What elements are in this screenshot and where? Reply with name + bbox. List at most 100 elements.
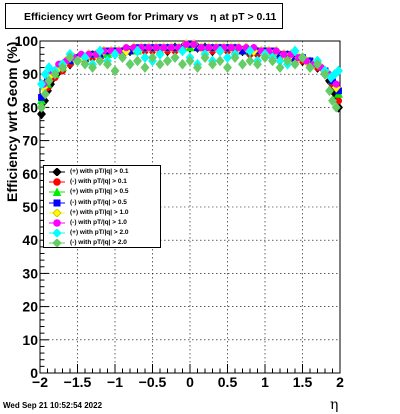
series-8-point	[72, 55, 83, 67]
legend-label: (+) with pT/|q| > 0.1	[70, 168, 129, 175]
series-7-point	[36, 78, 47, 90]
legend-item: (+) with pT/|q| > 2.0	[44, 228, 160, 238]
x-tick-label: 1	[261, 374, 269, 390]
series-8-point	[87, 62, 98, 73]
series-8-point	[222, 62, 233, 73]
y-tick-label: 50	[22, 199, 38, 215]
x-tick-label: 0	[186, 374, 194, 390]
legend-marker	[49, 188, 65, 197]
series-8-point	[140, 62, 150, 73]
legend-marker	[49, 229, 65, 238]
series-1-point	[36, 108, 47, 120]
legend-label: (-) with pT/|q| > 0.1	[70, 178, 127, 186]
series-6-point	[235, 44, 243, 52]
series-8-point	[65, 52, 75, 64]
legend-label: (-) with pT/|q| > 2.0	[70, 239, 127, 247]
series-7-point	[177, 45, 188, 57]
series-8-point	[275, 62, 285, 73]
series-6-point	[145, 44, 153, 52]
y-tick-label: 90	[22, 66, 38, 82]
series-8-point	[125, 58, 135, 70]
series-7-point	[290, 45, 300, 57]
series-8-point	[40, 88, 50, 100]
chart-title: Efficiency wrt Geom for Primary vs η at …	[24, 11, 277, 23]
series-8-point	[267, 55, 278, 67]
y-axis-label: Efficiency wrt Geom (%)	[4, 41, 20, 202]
series-8-point	[162, 55, 173, 67]
series-8-point	[327, 95, 338, 107]
x-tick-label: −1	[107, 374, 123, 390]
series-6-point	[152, 44, 160, 52]
legend-marker	[49, 168, 65, 176]
series-8-point	[177, 58, 188, 70]
legend-marker	[49, 178, 65, 186]
series-8-point	[50, 68, 60, 80]
legend-label: (+) with pT/|q| > 1.0	[70, 208, 129, 216]
legend-item: (+) with pT/|q| > 0.1	[44, 167, 160, 177]
y-tick-label: 100	[15, 33, 39, 49]
series-6-point	[280, 50, 288, 58]
series-6-point	[205, 44, 213, 52]
series-8-point	[237, 58, 248, 70]
series-6-point	[197, 44, 205, 52]
series-8-point	[170, 52, 180, 64]
series-6-point	[160, 44, 168, 52]
timestamp: Wed Sep 21 10:52:54 2022	[3, 401, 103, 410]
x-tick-label: 2	[336, 374, 344, 390]
y-tick-label: 20	[22, 299, 38, 315]
series-8-point	[207, 58, 218, 70]
chart-legend: (+) with pT/|q| > 0.1 (-) with pT/|q| > 0…	[43, 165, 161, 248]
series-8-point	[290, 58, 300, 70]
series-7-point	[110, 48, 120, 60]
legend-item: (-) with pT/|q| > 0.1	[44, 177, 160, 187]
chart-title-box: Efficiency wrt Geom for Primary vs η at …	[5, 3, 283, 29]
legend-marker	[49, 219, 65, 227]
series-7-point	[333, 65, 344, 77]
series-6-point	[332, 80, 340, 88]
legend-label: (-) with pT/|q| > 1.0	[70, 218, 127, 226]
series-6-point	[190, 40, 198, 48]
y-tick-label: 30	[22, 265, 38, 281]
series-8-point	[117, 52, 128, 64]
x-tick-label: 1.5	[293, 374, 313, 390]
series-8-point	[132, 55, 143, 67]
legend-item: (+) with pT/|q| > 1.0	[44, 208, 160, 218]
x-tick-label: −2	[32, 374, 48, 390]
series-6-point	[227, 44, 235, 52]
series-8-point	[80, 58, 90, 70]
series-8-point	[155, 58, 165, 70]
legend-item: (-) with pT/|q| > 2.0	[44, 238, 160, 248]
series-6-point	[182, 40, 190, 48]
legend-label: (-) with pT/|q| > 0.5	[70, 198, 127, 206]
x-axis-label: η	[330, 397, 339, 413]
legend-label: (+) with pT/|q| > 0.5	[70, 188, 129, 196]
y-tick-label: 0	[30, 365, 38, 381]
series-8-point	[282, 55, 293, 67]
series-8-point	[297, 52, 308, 64]
series-8-point	[230, 52, 240, 64]
series-8-point	[312, 58, 323, 70]
series-7-point	[44, 62, 54, 73]
y-tick-label: 40	[22, 232, 38, 248]
series-8-point	[110, 65, 120, 77]
y-tick-label: 60	[22, 166, 38, 182]
series-6-point	[122, 44, 130, 52]
series-7-point	[40, 68, 50, 80]
series-8-point	[102, 58, 113, 70]
x-tick-label: 0.5	[218, 374, 238, 390]
series-8-point	[57, 62, 68, 73]
series-8-point	[185, 55, 195, 67]
legend-marker	[49, 199, 65, 207]
legend-marker	[49, 208, 65, 217]
series-8-point	[192, 62, 203, 73]
legend-label: (+) with pT/|q| > 2.0	[70, 229, 129, 237]
series-8-point	[305, 62, 315, 73]
series-8-point	[260, 52, 270, 64]
series-8-point	[331, 101, 341, 113]
legend-item: (-) with pT/|q| > 1.0	[44, 218, 160, 228]
legend-item: (+) with pT/|q| > 0.5	[44, 187, 160, 197]
series-8-point	[95, 55, 105, 67]
y-tick-label: 80	[22, 99, 38, 115]
series-8-point	[44, 75, 54, 87]
